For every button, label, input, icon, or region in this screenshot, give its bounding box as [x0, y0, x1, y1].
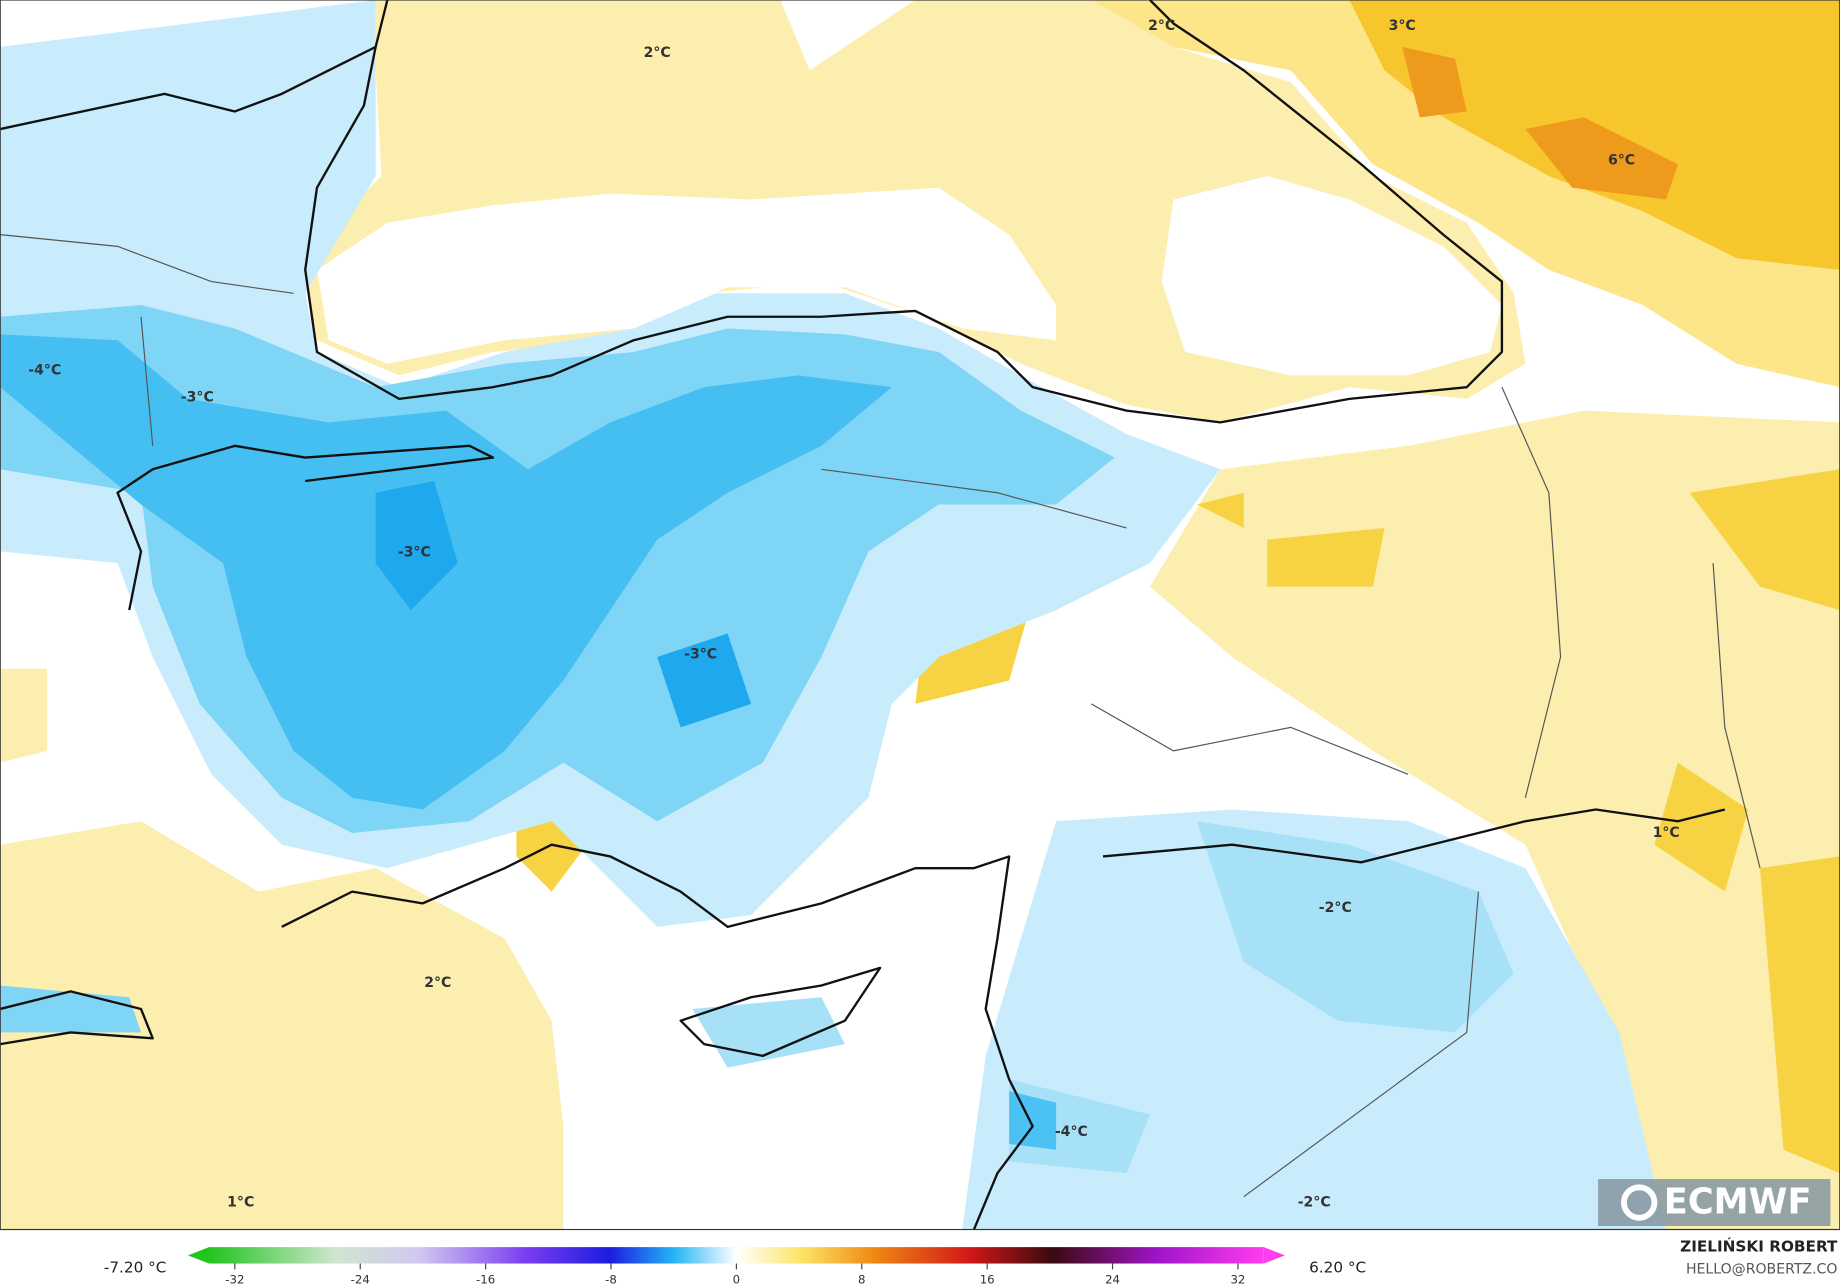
contour-label: -3°C: [181, 390, 214, 406]
colorbar-tick-label: -24: [351, 1272, 370, 1286]
colorbar-min-label: -7.20 °C: [104, 1259, 167, 1277]
contour-label: 1°C: [1653, 825, 1680, 841]
colorbar-min-end: [187, 1247, 210, 1264]
map-field: [0, 0, 1840, 1230]
colorbar: -32 -24 -16 -8 0 8 16 24 32: [187, 1247, 1285, 1286]
credit-email: HELLO@ROBERTZ.CO: [1686, 1261, 1837, 1277]
contour-labels: 2°C 2°C 3°C 6°C -4°C -3°C -3°C -3°C 1°C -2°C 2°C 1°…: [28, 18, 1679, 1211]
colorbar-tick-label: 0: [733, 1272, 740, 1286]
colorbar-tick-label: 24: [1105, 1272, 1120, 1286]
colorbar-tick-label: -8: [605, 1272, 617, 1286]
colorbar-bar: [209, 1247, 1264, 1264]
colorbar-tick-label: -16: [476, 1272, 495, 1286]
logo-text: ECMWF: [1664, 1182, 1812, 1223]
contour-label: -3°C: [684, 647, 717, 663]
contour-label: 1°C: [227, 1195, 254, 1211]
contour-label: -2°C: [1319, 900, 1352, 916]
credit-author: ZIELIŃSKI ROBERT: [1680, 1237, 1838, 1256]
colorbar-tick-label: 16: [980, 1272, 995, 1286]
contour-label: -4°C: [1055, 1124, 1088, 1140]
contour-label: 2°C: [1148, 18, 1175, 34]
contour-label: 3°C: [1389, 18, 1416, 34]
logo-icon: [1620, 1184, 1658, 1221]
contour-label: 6°C: [1608, 153, 1635, 169]
colorbar-tick-label: -32: [225, 1272, 244, 1286]
colorbar-max-label: 6.20 °C: [1309, 1259, 1366, 1277]
contour-label: -2°C: [1298, 1195, 1331, 1211]
colorbar-tick-label: 8: [858, 1272, 865, 1286]
colorbar-max-end: [1263, 1247, 1285, 1264]
contour-label: 2°C: [644, 45, 671, 61]
contour-label: -4°C: [28, 363, 61, 379]
colorbar-tick-label: 32: [1230, 1272, 1245, 1286]
contour-label: 2°C: [424, 975, 451, 991]
contour-label: -3°C: [398, 545, 431, 561]
